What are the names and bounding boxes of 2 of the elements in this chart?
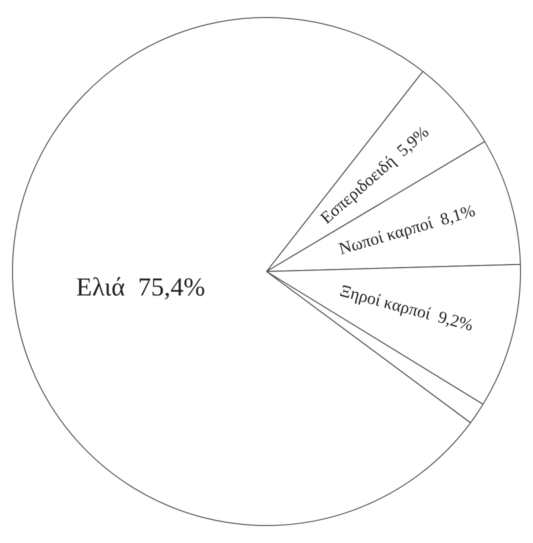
- slice-label: Ελιά 75,4%: [76, 272, 206, 302]
- slice-label: Ξηροί καρποί 9,2%: [338, 280, 476, 335]
